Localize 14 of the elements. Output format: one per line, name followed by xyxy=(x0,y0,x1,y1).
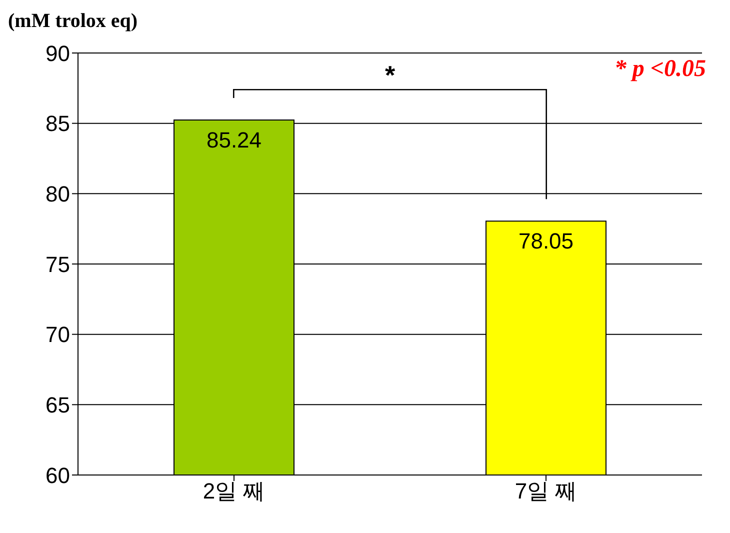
y-tick-label: 75 xyxy=(46,252,70,277)
x-tick-label: 7일 째 xyxy=(514,478,578,504)
y-tick-label: 90 xyxy=(46,40,70,66)
annotation: * xyxy=(384,60,396,91)
data-label: 85.24 xyxy=(206,128,262,153)
y-axis-title: (mM trolox eq) xyxy=(8,10,138,33)
y-tick-label: 85 xyxy=(46,111,70,136)
annotation: * p <0.05 xyxy=(614,56,706,83)
y-tick-label: 65 xyxy=(46,392,70,418)
y-tick-label: 60 xyxy=(46,462,70,488)
data-label: 78.05 xyxy=(518,228,574,254)
y-tick-label: 70 xyxy=(46,322,70,348)
y-tick-label: 80 xyxy=(46,181,70,206)
x-tick-label: 2일 째 xyxy=(202,478,266,504)
